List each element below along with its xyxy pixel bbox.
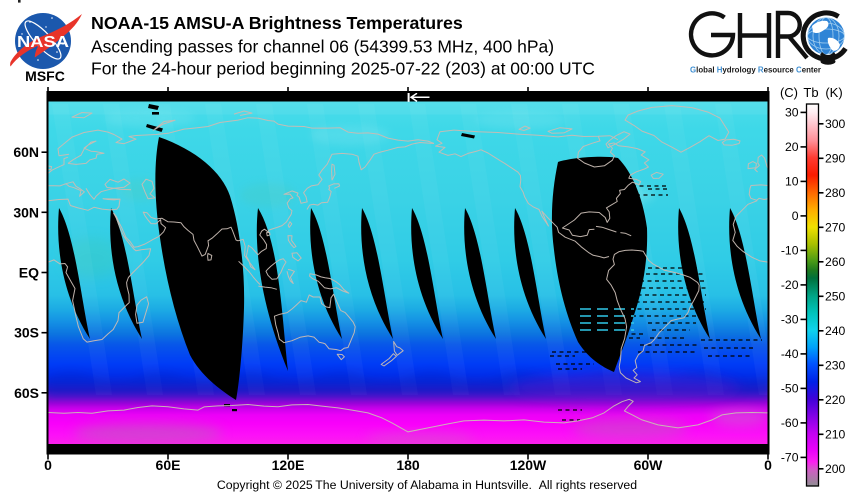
svg-text:(C): (C): [780, 85, 798, 100]
svg-text:300: 300: [825, 117, 846, 131]
svg-text:20: 20: [785, 140, 799, 154]
svg-text:200: 200: [825, 462, 846, 476]
svg-text:290: 290: [825, 152, 846, 166]
svg-text:280: 280: [825, 186, 846, 200]
svg-text:250: 250: [825, 290, 846, 304]
svg-text:210: 210: [825, 428, 846, 442]
svg-text:30: 30: [785, 105, 799, 119]
svg-text:120E: 120E: [272, 457, 305, 473]
svg-text:180: 180: [396, 457, 420, 473]
svg-text:Global Hydrology Resource Cent: Global Hydrology Resource Center: [690, 65, 822, 75]
svg-text:230: 230: [825, 359, 846, 373]
svg-text:260: 260: [825, 255, 846, 269]
svg-text:-30: -30: [781, 312, 799, 326]
svg-text:-50: -50: [781, 381, 799, 395]
svg-text:0: 0: [764, 457, 772, 473]
svg-text:(K): (K): [825, 85, 842, 100]
svg-text:120W: 120W: [510, 457, 547, 473]
svg-text:Copyright © 2025 The Universit: Copyright © 2025 The University of Alaba…: [217, 478, 637, 492]
svg-text:240: 240: [825, 324, 846, 338]
svg-text:For the 24-hour period beginni: For the 24-hour period beginning 2025-07…: [91, 59, 595, 79]
svg-text:0: 0: [44, 457, 52, 473]
svg-text:60E: 60E: [156, 457, 181, 473]
svg-text:10: 10: [785, 174, 799, 188]
svg-text:-60: -60: [781, 416, 799, 430]
svg-text:60S: 60S: [14, 385, 39, 401]
svg-text:30N: 30N: [13, 204, 39, 220]
svg-text:NOAA-15 AMSU-A Brightness Temp: NOAA-15 AMSU-A Brightness Temperatures: [91, 13, 463, 33]
svg-text:Ascending passes for channel 0: Ascending passes for channel 06 (54399.5…: [91, 37, 554, 57]
svg-text:30S: 30S: [14, 325, 39, 341]
svg-text:220: 220: [825, 393, 846, 407]
svg-text:NASA: NASA: [17, 34, 70, 51]
svg-text:60W: 60W: [634, 457, 664, 473]
svg-text:EQ: EQ: [19, 265, 39, 281]
svg-text:-40: -40: [781, 347, 799, 361]
svg-text:270: 270: [825, 221, 846, 235]
svg-text:60N: 60N: [13, 144, 39, 160]
svg-text:Tb: Tb: [803, 85, 818, 100]
svg-text:-10: -10: [781, 243, 799, 257]
svg-text:-20: -20: [781, 278, 799, 292]
svg-text:MSFC: MSFC: [25, 68, 65, 84]
svg-text:0: 0: [792, 209, 799, 223]
svg-text:-70: -70: [781, 450, 799, 464]
